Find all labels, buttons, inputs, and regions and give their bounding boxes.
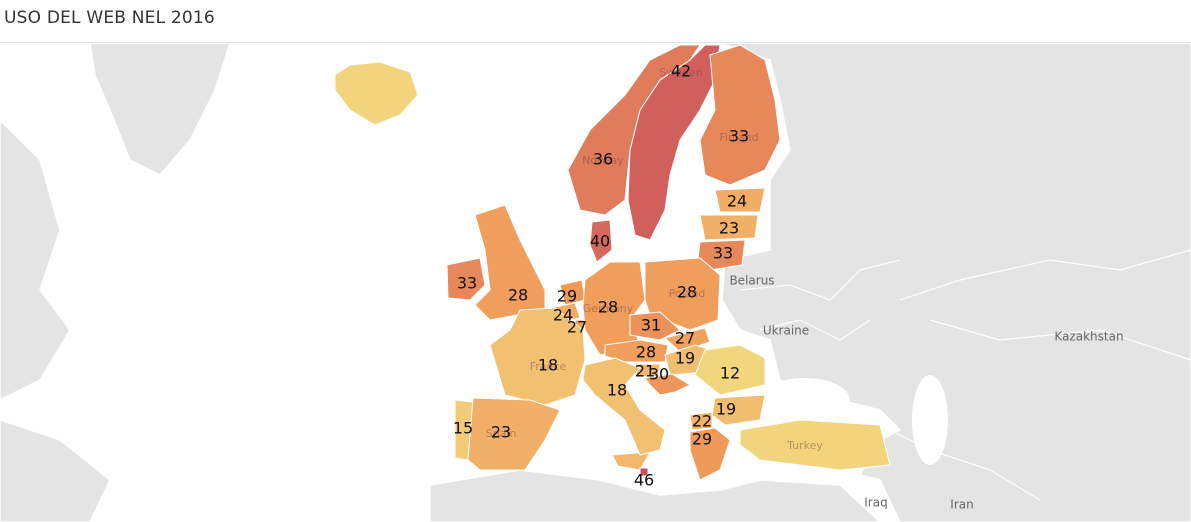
country	[489, 307, 586, 406]
place-label: Ukraine	[763, 324, 809, 338]
value-label: 24	[553, 306, 573, 325]
country-name: Poland	[669, 287, 706, 300]
iceland	[334, 61, 419, 126]
value-label: 27	[675, 329, 695, 348]
sicily	[611, 451, 651, 471]
value-label: 12	[720, 364, 740, 383]
country	[644, 257, 721, 331]
value-label: 46	[634, 471, 654, 490]
value-label: 18	[538, 356, 558, 375]
place-label: Kazakhstan	[1054, 330, 1123, 344]
value-label: 29	[692, 430, 712, 449]
country	[644, 373, 692, 396]
country-name: Spain	[486, 427, 517, 440]
country	[714, 187, 766, 213]
place-label: Iraq	[864, 496, 887, 510]
country	[589, 219, 613, 263]
country-name: Sweden	[659, 66, 702, 79]
country	[639, 467, 649, 477]
value-label: 21	[635, 362, 655, 381]
value-label: 28	[508, 286, 528, 305]
map-title: USO DEL WEB NEL 2016	[4, 8, 215, 28]
country	[604, 339, 669, 363]
country	[694, 344, 766, 396]
value-label: 18	[607, 381, 627, 400]
value-label: 36	[593, 150, 613, 169]
place-label: Belarus	[729, 274, 774, 288]
value-label: 19	[675, 349, 695, 368]
value-label: 33	[729, 127, 749, 146]
value-label: 28	[636, 343, 656, 362]
value-label: 30	[649, 365, 669, 384]
country	[582, 357, 666, 456]
value-label: 40	[590, 232, 610, 251]
black-sea	[760, 378, 850, 422]
country	[697, 239, 746, 271]
country	[467, 397, 561, 471]
country	[699, 214, 759, 241]
value-label: 22	[692, 412, 712, 431]
country	[663, 327, 711, 353]
country-name: Germany	[583, 302, 634, 315]
base-land	[0, 43, 1191, 522]
country	[689, 427, 731, 481]
value-label: 42	[671, 62, 691, 81]
country-name: Norway	[582, 154, 624, 167]
country	[446, 257, 486, 301]
value-label: 24	[727, 192, 747, 211]
country-name: France	[530, 360, 567, 373]
value-label: 33	[713, 244, 733, 263]
regions	[446, 44, 781, 481]
place-label: Iran	[950, 498, 973, 512]
value-label: 23	[491, 423, 511, 442]
value-label: 29	[557, 287, 577, 306]
country	[699, 44, 781, 186]
value-label: 27	[567, 318, 587, 337]
country-name: Finland	[719, 131, 758, 144]
value-label: 23	[719, 219, 739, 238]
header-rule	[0, 42, 1191, 43]
turkey	[739, 419, 891, 471]
country	[567, 44, 701, 216]
caspian-sea	[912, 375, 948, 465]
country	[629, 311, 681, 341]
value-label: 31	[641, 316, 661, 335]
value-label: 33	[457, 274, 477, 293]
value-label: 19	[716, 400, 736, 419]
value-label: 28	[677, 283, 697, 302]
country-name: Turkey	[786, 439, 823, 452]
base-borders	[739, 249, 1191, 501]
value-label: 15	[453, 419, 473, 438]
map: Turkey Sweden42Finland33Norway3624233340…	[0, 43, 1191, 522]
value-label: 28	[598, 298, 618, 317]
